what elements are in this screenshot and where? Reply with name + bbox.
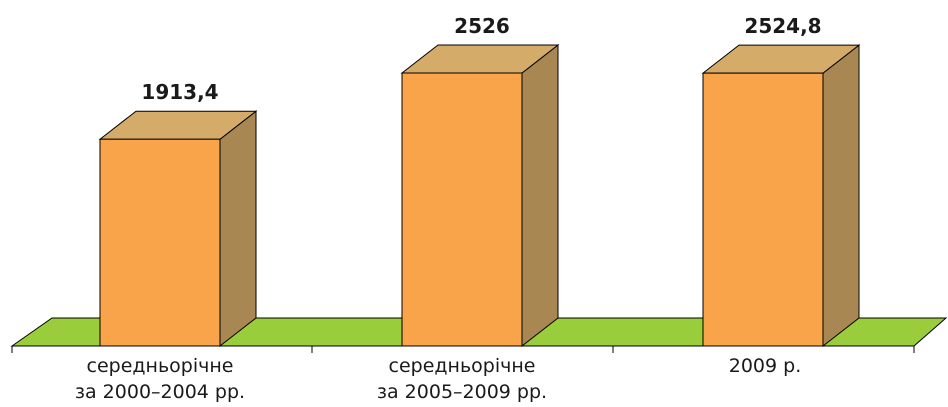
bar-front-face [99,138,221,347]
bar-group: 1913,4 2526 2524,8 [98,14,861,348]
bar-value-label: 2526 [454,14,510,38]
x-axis-ticks [11,346,915,353]
bar-3 [701,44,861,348]
bar-value-label: 2524,8 [744,14,821,38]
x-axis-labels: середньорічне за 2000–2004 рр. середньоріч… [75,355,801,403]
bar-side-face [219,110,257,348]
bar-side-face [521,43,559,348]
bar-front-face [401,72,523,347]
bar-1 [98,110,258,348]
x-tick-label: 2009 р. [729,355,802,377]
bar-value-label: 1913,4 [141,80,218,104]
x-tick-label: середньорічне за 2000–2004 рр. [75,355,245,403]
x-tick-label: середньорічне за 2005–2009 рр. [377,355,547,403]
bar-front-face [702,72,824,347]
bar-2 [400,43,560,348]
bar-side-face [822,44,860,348]
